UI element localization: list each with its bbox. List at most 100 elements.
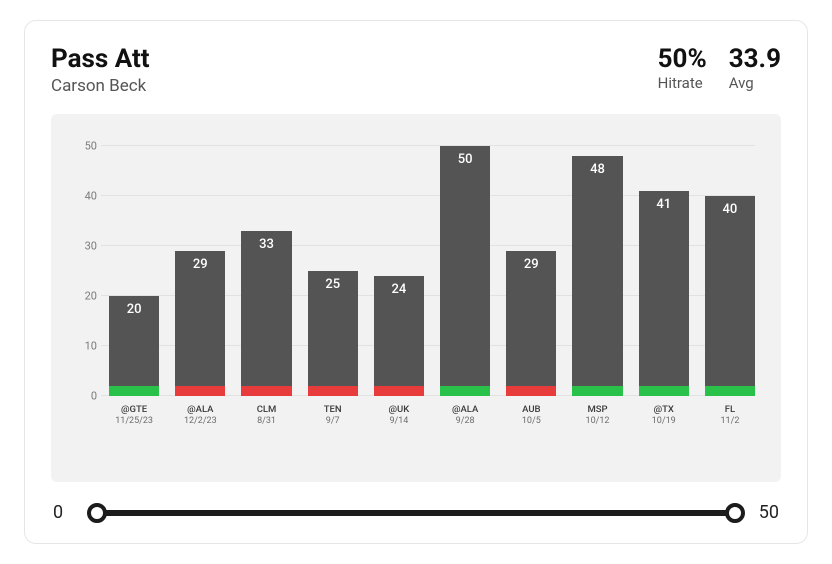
header-left: Pass Att Carson Beck (51, 45, 150, 96)
bar-hit-indicator (440, 386, 490, 396)
bar-column[interactable]: 24 (374, 136, 424, 396)
bar: 40 (705, 196, 755, 396)
bar-column[interactable]: 50 (440, 136, 490, 396)
chart-area: 01020304050 20293325245029484140 (101, 136, 755, 396)
slider-handle-low[interactable] (87, 503, 107, 523)
bar-value-label: 48 (590, 162, 605, 177)
bar-value-label: 24 (392, 282, 407, 297)
x-label: @ALA9/28 (440, 404, 490, 427)
bar: 20 (109, 296, 159, 396)
opponent-label: @GTE (109, 404, 159, 415)
bar-column[interactable]: 29 (506, 136, 556, 396)
bar-miss-indicator (241, 386, 291, 396)
bar-hit-indicator (572, 386, 622, 396)
hitrate-stat: 50% Hitrate (658, 45, 707, 92)
bar-column[interactable]: 20 (109, 136, 159, 396)
opponent-label: @ALA (440, 404, 490, 415)
hitrate-value: 50% (658, 45, 707, 74)
card-header: Pass Att Carson Beck 50% Hitrate 33.9 Av… (51, 45, 781, 96)
date-label: 9/7 (308, 416, 358, 427)
bar-miss-indicator (374, 386, 424, 396)
slider-max-label: 50 (751, 502, 779, 523)
bar-miss-indicator (175, 386, 225, 396)
x-label: @ALA12/2/23 (175, 404, 225, 427)
bar-column[interactable]: 29 (175, 136, 225, 396)
y-tick: 10 (73, 339, 97, 352)
bar-value-label: 20 (127, 302, 142, 317)
date-label: 10/19 (639, 416, 689, 427)
date-label: 9/28 (440, 416, 490, 427)
bar-miss-indicator (308, 386, 358, 396)
bar-value-label: 50 (458, 152, 473, 167)
opponent-label: MSP (572, 404, 622, 415)
bars-container: 20 29 3325 24 50 29 48 41 40 (109, 136, 755, 396)
bar: 25 (308, 271, 358, 396)
opponent-label: CLM (241, 404, 291, 415)
bar-miss-indicator (506, 386, 556, 396)
slider-track[interactable] (97, 510, 735, 516)
bar-body: 20 (109, 296, 159, 386)
date-label: 11/2 (705, 416, 755, 427)
stat-title: Pass Att (51, 45, 150, 74)
slider-min-label: 0 (53, 502, 81, 523)
bar-hit-indicator (705, 386, 755, 396)
bar-value-label: 40 (723, 202, 738, 217)
bar-body: 50 (440, 146, 490, 386)
bar-body: 25 (308, 271, 358, 386)
bar-column[interactable]: 48 (572, 136, 622, 396)
date-label: 8/31 (241, 416, 291, 427)
bar-value-label: 41 (656, 197, 671, 212)
bar-hit-indicator (109, 386, 159, 396)
slider-handle-high[interactable] (725, 503, 745, 523)
bar: 41 (639, 191, 689, 396)
bar-body: 41 (639, 191, 689, 386)
bar-value-label: 29 (524, 257, 539, 272)
x-label: CLM8/31 (241, 404, 291, 427)
bar-body: 40 (705, 196, 755, 386)
y-axis: 01020304050 (73, 136, 97, 396)
y-tick: 30 (73, 239, 97, 252)
bar-column[interactable]: 40 (705, 136, 755, 396)
bar-body: 29 (506, 251, 556, 386)
player-name: Carson Beck (51, 76, 150, 96)
bar-body: 29 (175, 251, 225, 386)
date-label: 10/5 (506, 416, 556, 427)
avg-label: Avg (729, 74, 781, 92)
opponent-label: @TX (639, 404, 689, 415)
bar-hit-indicator (639, 386, 689, 396)
bar-column[interactable]: 41 (639, 136, 689, 396)
y-tick: 50 (73, 139, 97, 152)
bar-body: 48 (572, 156, 622, 386)
date-label: 12/2/23 (175, 416, 225, 427)
opponent-label: @ALA (175, 404, 225, 415)
stats-card: Pass Att Carson Beck 50% Hitrate 33.9 Av… (24, 20, 808, 544)
date-label: 9/14 (374, 416, 424, 427)
bar: 50 (440, 146, 490, 396)
chart-panel: 01020304050 20293325245029484140 @GTE11/… (51, 114, 781, 482)
range-slider[interactable]: 0 50 (51, 502, 781, 523)
y-tick: 20 (73, 289, 97, 302)
bar-body: 33 (241, 231, 291, 386)
y-tick: 40 (73, 189, 97, 202)
x-label: @GTE11/25/23 (109, 404, 159, 427)
x-axis-labels: @GTE11/25/23@ALA12/2/23CLM8/31TEN9/7@UK9… (109, 404, 755, 427)
bar: 24 (374, 276, 424, 396)
x-label: @TX10/19 (639, 404, 689, 427)
y-tick: 0 (73, 389, 97, 402)
x-label: MSP10/12 (572, 404, 622, 427)
bar: 33 (241, 231, 291, 396)
opponent-label: AUB (506, 404, 556, 415)
date-label: 11/25/23 (109, 416, 159, 427)
opponent-label: FL (705, 404, 755, 415)
x-label: TEN9/7 (308, 404, 358, 427)
x-label: FL11/2 (705, 404, 755, 427)
x-label: AUB10/5 (506, 404, 556, 427)
hitrate-label: Hitrate (658, 74, 707, 92)
avg-value: 33.9 (729, 45, 781, 74)
header-right: 50% Hitrate 33.9 Avg (658, 45, 781, 92)
bar: 29 (175, 251, 225, 396)
avg-stat: 33.9 Avg (729, 45, 781, 92)
bar-column[interactable]: 33 (241, 136, 291, 396)
bar-column[interactable]: 25 (308, 136, 358, 396)
bar-value-label: 29 (193, 257, 208, 272)
